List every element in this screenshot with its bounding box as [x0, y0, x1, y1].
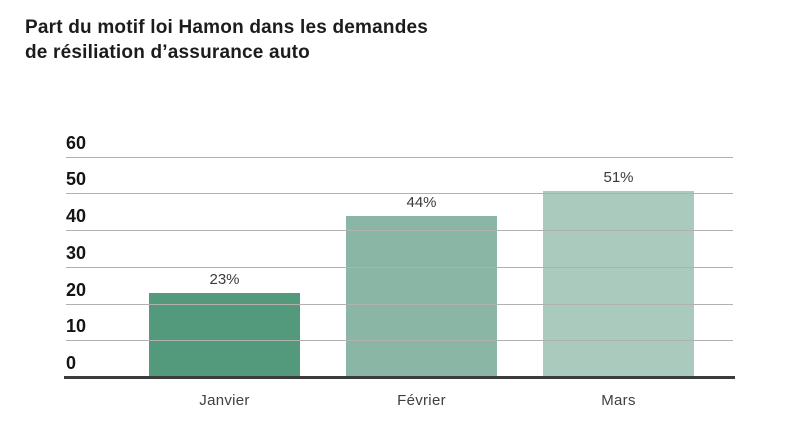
gridline-10 — [66, 340, 733, 341]
gridline-50 — [66, 193, 733, 194]
y-axis-tick-label: 20 — [66, 280, 87, 300]
x-axis-category-label: Janvier — [199, 392, 250, 409]
y-axis-tick-label: 10 — [66, 316, 87, 336]
y-axis-tick-label: 60 — [66, 133, 87, 153]
chart-title-line-1: Part du motif loi Hamon dans les demande… — [25, 17, 429, 38]
gridline-30 — [66, 267, 733, 268]
gridline-60 — [66, 157, 733, 158]
bar-value-label: 51% — [603, 168, 634, 186]
x-axis-category-label: Février — [397, 392, 446, 409]
gridline-20 — [66, 304, 733, 305]
x-axis-category-label: Mars — [601, 392, 636, 409]
gridline-40 — [66, 230, 733, 231]
bar-value-label: 44% — [406, 194, 437, 212]
y-axis-tick-label: 30 — [66, 243, 87, 263]
bar-février — [346, 216, 497, 378]
chart-title: Part du motif loi Hamon dans les demande… — [25, 15, 428, 65]
y-axis-tick-label: 40 — [66, 206, 87, 226]
bar-mars — [543, 190, 694, 378]
bar-janvier — [149, 293, 300, 378]
y-axis-tick-label: 50 — [66, 169, 87, 189]
chart-title-line-2: de résiliation d’assurance auto — [25, 42, 310, 63]
x-axis-line — [64, 376, 735, 379]
y-axis-tick-label: 0 — [66, 353, 77, 373]
bar-value-label: 23% — [209, 271, 240, 289]
